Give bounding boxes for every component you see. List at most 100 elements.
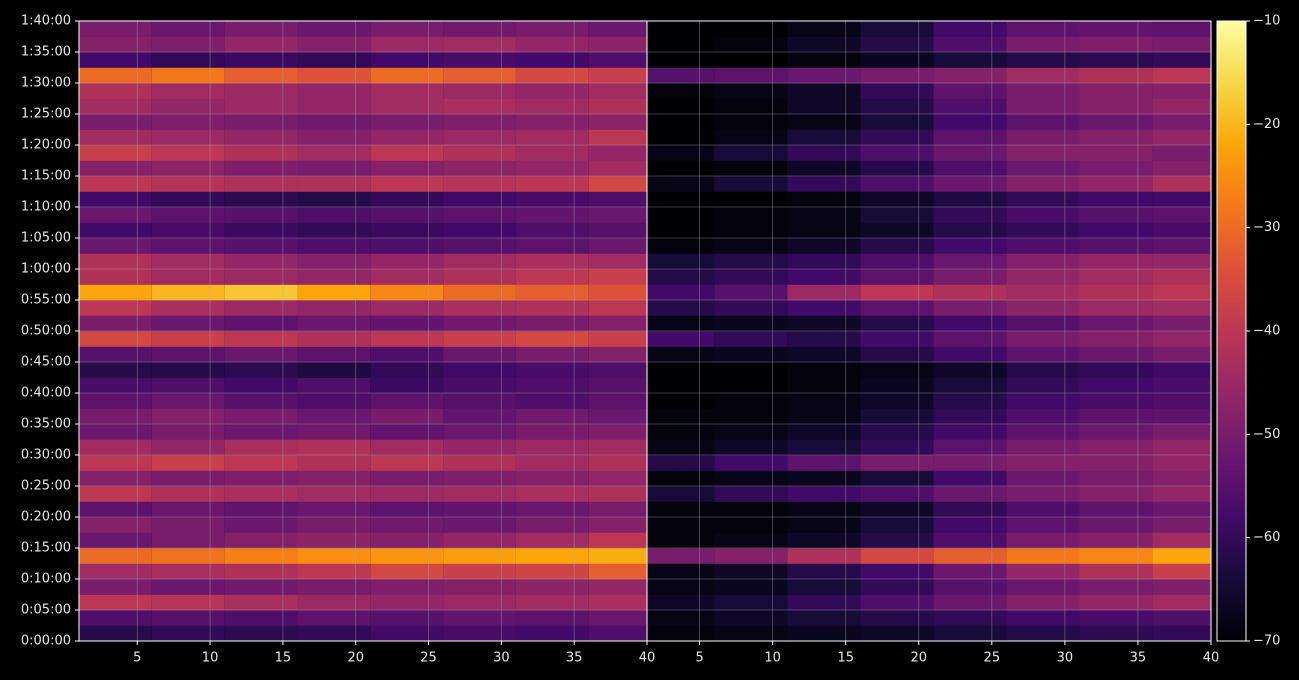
heatmap-cell	[297, 222, 371, 239]
heatmap-cell	[1152, 532, 1211, 549]
x-tick-label: 10	[764, 651, 781, 666]
x-tick-label: 35	[1130, 651, 1147, 666]
heatmap-cell	[224, 408, 298, 425]
heatmap-cell	[1006, 160, 1080, 177]
x-tick-label: 15	[275, 651, 292, 666]
heatmap-cell	[1006, 517, 1080, 533]
heatmap-cell	[79, 36, 152, 53]
heatmap-cell	[1006, 579, 1080, 595]
heatmap-cell	[515, 455, 589, 471]
heatmap-cell	[787, 439, 861, 456]
heatmap-cell	[224, 424, 298, 440]
heatmap-cell	[933, 222, 1007, 239]
heatmap-cell	[1006, 129, 1080, 146]
heatmap-cell	[1079, 501, 1153, 518]
heatmap-cell	[1006, 346, 1080, 363]
heatmap-cell	[79, 83, 152, 99]
heatmap-cell	[647, 470, 715, 487]
heatmap-cell	[297, 83, 371, 99]
heatmap-cell	[1152, 393, 1211, 409]
heatmap-cell	[443, 362, 516, 378]
heatmap-cell	[151, 222, 225, 239]
heatmap-cell	[1006, 501, 1080, 518]
heatmap-cell	[787, 222, 861, 239]
heatmap-cell	[714, 486, 788, 502]
heatmap-cell	[714, 269, 788, 285]
heatmap-cell	[933, 83, 1007, 99]
heatmap-cell	[860, 439, 934, 456]
heatmap-cell	[860, 610, 934, 626]
heatmap-cell	[787, 455, 861, 471]
heatmap-cell	[224, 191, 298, 208]
heatmap-cell	[933, 145, 1007, 161]
heatmap-cell	[443, 408, 516, 425]
heatmap-cell	[714, 610, 788, 626]
heatmap-cell	[151, 191, 225, 208]
heatmap-cell	[297, 269, 371, 285]
heatmap-cell	[787, 362, 861, 378]
heatmap-cell	[714, 36, 788, 53]
heatmap-cell	[443, 21, 516, 37]
heatmap-cell	[1152, 579, 1211, 595]
heatmap-cell	[714, 517, 788, 533]
y-tick-label: 1:20:00	[21, 138, 71, 153]
heatmap-cell	[1079, 129, 1153, 146]
heatmap-cell	[79, 424, 152, 440]
heatmap-cell	[79, 377, 152, 394]
x-tick-label: 25	[984, 651, 1001, 666]
heatmap-cell	[787, 610, 861, 626]
heatmap-cell	[151, 36, 225, 53]
heatmap-cell	[297, 176, 371, 192]
heatmap-cell	[588, 222, 647, 239]
heatmap-cell	[443, 36, 516, 53]
heatmap-cell	[297, 393, 371, 409]
heatmap-cell	[933, 517, 1007, 533]
heatmap-cell	[1079, 424, 1153, 440]
heatmap-cell	[443, 160, 516, 177]
heatmap-cell	[1152, 625, 1211, 642]
heatmap-cell	[787, 207, 861, 223]
heatmap-cell	[714, 207, 788, 223]
heatmap-cell	[370, 393, 444, 409]
heatmap-cell	[1152, 517, 1211, 533]
heatmap-cell	[1079, 160, 1153, 177]
heatmap-cell	[787, 98, 861, 115]
heatmap-cell	[1152, 362, 1211, 378]
heatmap-cell	[370, 160, 444, 177]
heatmap-cell	[647, 129, 715, 146]
heatmap-cell	[515, 238, 589, 254]
heatmap-cell	[860, 532, 934, 549]
heatmap-cell	[79, 501, 152, 518]
heatmap-cell	[297, 501, 371, 518]
heatmap-cell	[1079, 563, 1153, 580]
heatmap-cell	[1079, 377, 1153, 394]
heatmap-cell	[1079, 284, 1153, 301]
heatmap-cell	[714, 408, 788, 425]
heatmap-cell	[933, 393, 1007, 409]
colorbar-tick-label: −60	[1253, 530, 1280, 545]
heatmap-cell	[1079, 114, 1153, 130]
heatmap-cell	[933, 129, 1007, 146]
heatmap-cell	[224, 315, 298, 332]
heatmap-cell	[1006, 269, 1080, 285]
heatmap-cell	[787, 253, 861, 270]
heatmap-cell	[297, 362, 371, 378]
heatmap-cell	[647, 377, 715, 394]
heatmap-cell	[79, 408, 152, 425]
heatmap-cell	[224, 160, 298, 177]
heatmap-cell	[151, 160, 225, 177]
heatmap-cell	[224, 532, 298, 549]
heatmap-cell	[647, 83, 715, 99]
heatmap-cell	[443, 470, 516, 487]
heatmap-cell	[151, 98, 225, 115]
heatmap-cell	[787, 579, 861, 595]
heatmap-cell	[1006, 36, 1080, 53]
heatmap-cell	[515, 21, 589, 37]
heatmap-cell	[1152, 222, 1211, 239]
y-tick-label: 0:05:00	[21, 603, 71, 618]
heatmap-cell	[79, 300, 152, 316]
heatmap-cell	[297, 207, 371, 223]
heatmap-cell	[224, 594, 298, 611]
heatmap-cell	[588, 501, 647, 518]
heatmap-cell	[443, 625, 516, 642]
